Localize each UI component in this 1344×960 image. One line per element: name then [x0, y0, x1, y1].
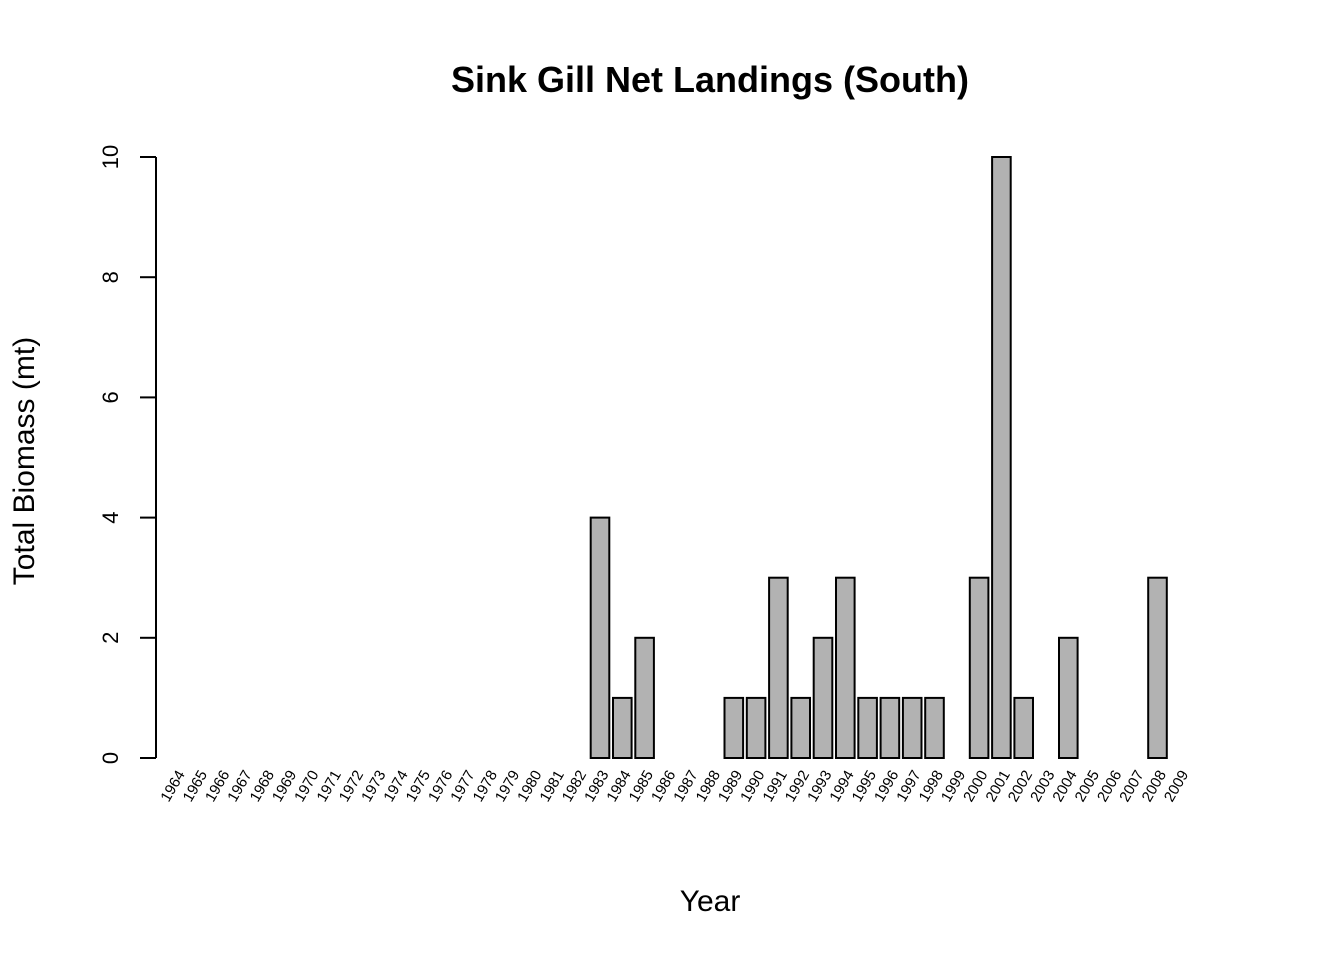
x-tick-labels: 1964196519661967196819691970197119721973… [157, 768, 1192, 805]
y-tick-label: 2 [98, 632, 123, 644]
y-axis: 0 2 4 6 8 10 [98, 145, 157, 764]
bar-2001 [991, 156, 1012, 759]
bar-1997 [901, 696, 923, 760]
bar-1985 [634, 636, 655, 759]
bar-1996 [879, 696, 901, 760]
bar-1993 [812, 636, 834, 759]
bar-1998 [924, 696, 945, 760]
y-tick-label: 8 [98, 271, 123, 283]
bar-2002 [1013, 696, 1035, 760]
bar-1992 [790, 696, 812, 760]
bar-1995 [857, 696, 878, 760]
bar-2008 [1147, 576, 1168, 760]
x-tick-label-2009: 2009 [1161, 768, 1192, 805]
bars-group [589, 156, 1168, 760]
bar-1991 [768, 576, 789, 760]
y-tick-label: 0 [98, 752, 123, 764]
x-axis-label: Year [680, 885, 741, 918]
bar-2000 [968, 576, 990, 760]
bar-1994 [835, 576, 856, 760]
bar-1984 [612, 696, 633, 760]
y-tick-label: 10 [98, 145, 123, 169]
y-axis-label: Total Biomass (mt) [8, 337, 41, 585]
bar-1983 [589, 516, 611, 759]
y-tick-label: 6 [98, 391, 123, 403]
bar-1989 [723, 696, 745, 760]
bar-1990 [745, 696, 767, 760]
bar-2004 [1058, 636, 1079, 759]
y-tick-label: 4 [98, 511, 123, 523]
chart-title: Sink Gill Net Landings (South) [451, 59, 969, 100]
